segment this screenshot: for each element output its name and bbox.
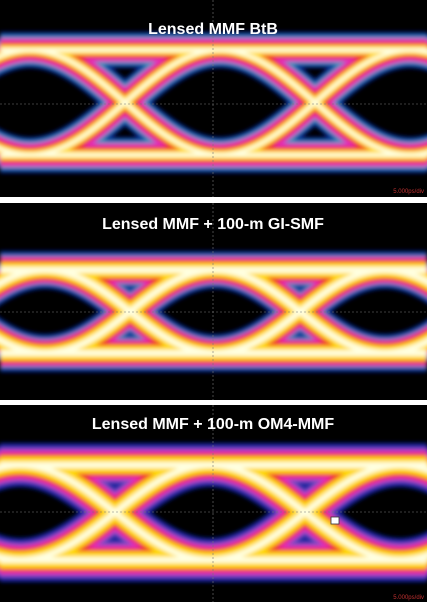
panel-title: Lensed MMF + 100-m OM4-MMF — [92, 416, 334, 433]
eye-panel: Lensed MMF BtB 5.000ps/div — [0, 0, 427, 197]
panel-title: Lensed MMF BtB — [148, 21, 278, 38]
panel-title: Lensed MMF + 100-m GI-SMF — [102, 216, 324, 233]
scale-label: 5.000ps/div — [393, 595, 424, 601]
scale-label: 5.000ps/div — [393, 189, 424, 195]
eye-panel: Lensed MMF + 100-m GI-SMF — [0, 203, 427, 400]
eye-panel: Lensed MMF + 100-m OM4-MMF 5.000ps/div — [0, 405, 427, 602]
